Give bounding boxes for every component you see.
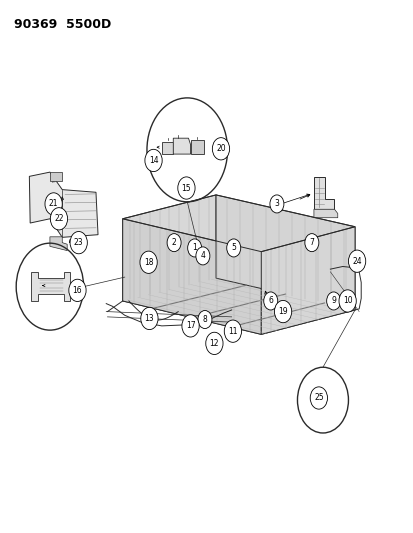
- Circle shape: [269, 195, 283, 213]
- Text: 23: 23: [74, 238, 83, 247]
- Text: 1: 1: [192, 244, 197, 253]
- Polygon shape: [161, 142, 173, 154]
- Polygon shape: [122, 278, 354, 334]
- Polygon shape: [31, 272, 70, 301]
- Polygon shape: [50, 237, 67, 251]
- Circle shape: [140, 308, 158, 329]
- Circle shape: [140, 251, 157, 273]
- Text: 12: 12: [209, 339, 218, 348]
- Polygon shape: [190, 140, 203, 154]
- Circle shape: [69, 279, 86, 302]
- Polygon shape: [313, 209, 337, 217]
- Text: 17: 17: [185, 321, 195, 330]
- Text: 19: 19: [278, 307, 287, 316]
- Circle shape: [187, 239, 201, 257]
- Polygon shape: [122, 195, 216, 301]
- Circle shape: [70, 231, 87, 254]
- Circle shape: [195, 247, 209, 265]
- Circle shape: [304, 233, 318, 252]
- Text: 5: 5: [231, 244, 235, 253]
- Circle shape: [212, 138, 229, 160]
- Polygon shape: [122, 219, 261, 334]
- Text: 15: 15: [181, 183, 191, 192]
- Polygon shape: [29, 172, 98, 237]
- Circle shape: [205, 332, 223, 354]
- Circle shape: [309, 387, 327, 409]
- Text: 6: 6: [268, 296, 273, 305]
- Text: 24: 24: [351, 257, 361, 265]
- Circle shape: [338, 290, 356, 312]
- Circle shape: [181, 315, 199, 337]
- Circle shape: [50, 208, 67, 230]
- Polygon shape: [313, 177, 334, 209]
- Text: 11: 11: [228, 327, 237, 336]
- Text: 8: 8: [202, 315, 207, 324]
- Circle shape: [177, 177, 195, 199]
- Polygon shape: [50, 172, 62, 181]
- Text: 10: 10: [342, 296, 351, 305]
- Circle shape: [167, 233, 180, 252]
- Text: 16: 16: [72, 286, 82, 295]
- Circle shape: [224, 320, 241, 342]
- Text: 3: 3: [274, 199, 279, 208]
- Text: 25: 25: [313, 393, 323, 402]
- Text: 90369  5500D: 90369 5500D: [14, 18, 111, 31]
- Text: 4: 4: [200, 252, 205, 261]
- Text: 13: 13: [144, 314, 154, 323]
- Circle shape: [263, 292, 277, 310]
- Circle shape: [226, 239, 240, 257]
- Polygon shape: [261, 227, 354, 334]
- Circle shape: [326, 292, 340, 310]
- Polygon shape: [216, 195, 354, 310]
- Text: 18: 18: [143, 258, 153, 266]
- Circle shape: [145, 149, 162, 172]
- Circle shape: [348, 250, 365, 272]
- Text: 21: 21: [49, 199, 58, 208]
- Polygon shape: [173, 138, 190, 154]
- Text: 22: 22: [54, 214, 64, 223]
- Text: 9: 9: [330, 296, 335, 305]
- Text: 20: 20: [216, 144, 225, 154]
- Circle shape: [197, 311, 211, 328]
- Text: 7: 7: [309, 238, 313, 247]
- Text: 2: 2: [171, 238, 176, 247]
- Circle shape: [274, 301, 291, 322]
- Text: 14: 14: [148, 156, 158, 165]
- Circle shape: [45, 193, 62, 215]
